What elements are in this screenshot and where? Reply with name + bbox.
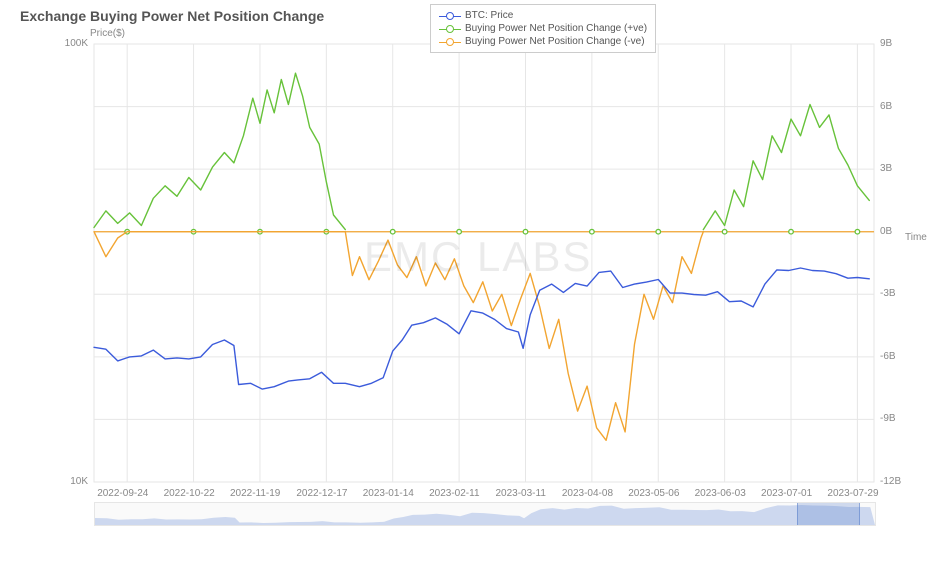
x-tick: 2023-06-03 <box>695 488 746 499</box>
x-tick: 2022-11-19 <box>230 488 280 499</box>
y-right-tick: 9B <box>880 38 892 49</box>
legend-item[interactable]: Buying Power Net Position Change (+ve) <box>439 22 647 35</box>
x-tick: 2023-02-11 <box>429 488 479 499</box>
legend: BTC: Price Buying Power Net Position Chan… <box>430 4 656 53</box>
x-tick: 2023-05-06 <box>628 488 679 499</box>
legend-swatch <box>439 37 461 47</box>
y-right-tick: 0B <box>880 226 892 237</box>
x-tick: 2022-09-24 <box>97 488 148 499</box>
legend-item[interactable]: BTC: Price <box>439 9 647 22</box>
x-tick: 2023-03-11 <box>495 488 545 499</box>
x-tick: 2023-07-29 <box>827 488 878 499</box>
chart-root: Exchange Buying Power Net Position Chang… <box>0 0 939 568</box>
legend-swatch <box>439 11 461 21</box>
y-right-tick: -12B <box>880 476 901 487</box>
y-right-tick: -6B <box>880 351 896 362</box>
x-tick: 2023-01-14 <box>363 488 414 499</box>
y-right-tick: 3B <box>880 163 892 174</box>
x-tick: 2022-10-22 <box>164 488 215 499</box>
chart-svg <box>0 0 939 568</box>
brush-svg <box>95 503 875 525</box>
legend-label: Buying Power Net Position Change (-ve) <box>465 36 645 47</box>
x-tick: 2023-04-08 <box>562 488 613 499</box>
legend-label: Buying Power Net Position Change (+ve) <box>465 23 647 34</box>
time-brush[interactable] <box>94 502 876 526</box>
y-left-tick: 100K <box>65 38 88 49</box>
x-tick: 2022-12-17 <box>296 488 347 499</box>
legend-label: BTC: Price <box>465 10 513 21</box>
brush-selection[interactable] <box>797 503 861 525</box>
y-right-tick: 6B <box>880 101 892 112</box>
y-left-tick: 10K <box>70 476 88 487</box>
legend-item[interactable]: Buying Power Net Position Change (-ve) <box>439 35 647 48</box>
y-right-tick: -9B <box>880 413 896 424</box>
legend-swatch <box>439 24 461 34</box>
y-right-tick: -3B <box>880 288 896 299</box>
x-tick: 2023-07-01 <box>761 488 812 499</box>
